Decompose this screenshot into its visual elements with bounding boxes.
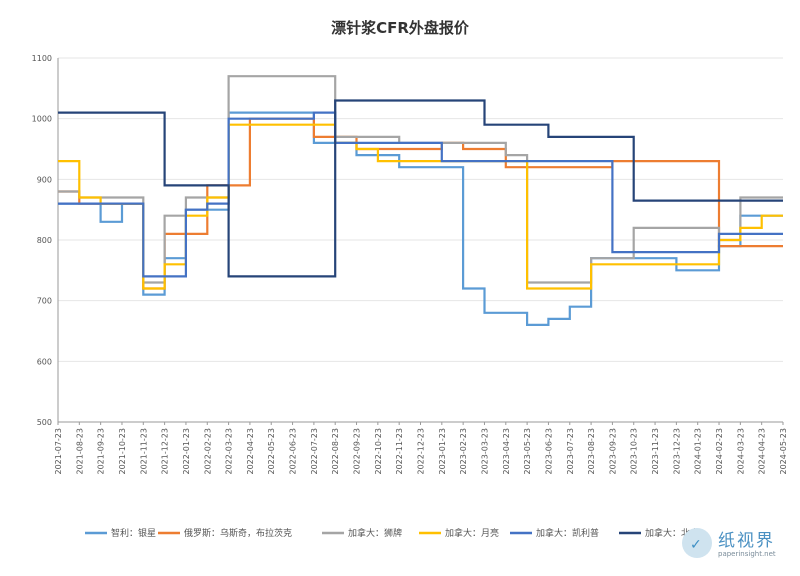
legend-label-0: 智利：银星 (111, 527, 156, 539)
chart-title: 漂针浆CFR外盘报价 (331, 19, 470, 37)
watermark-url: paperinsight.net (718, 550, 776, 558)
x-tick-label-29: 2023-12-23 (672, 428, 681, 475)
x-tick-label-25: 2023-08-23 (587, 428, 596, 475)
x-tick-label-9: 2022-04-23 (246, 428, 255, 475)
y-tick-label-5: 1000 (32, 115, 52, 124)
y-tick-label-4: 900 (37, 175, 52, 184)
legend-label-4: 加拿大：凯利普 (536, 527, 599, 539)
watermark: ✓ 纸视界 paperinsight.net (682, 524, 792, 566)
x-tick-label-11: 2022-06-23 (289, 428, 298, 475)
x-tick-label-17: 2022-12-23 (417, 428, 426, 475)
x-tick-label-31: 2024-02-23 (715, 428, 724, 475)
x-tick-label-23: 2023-06-23 (544, 428, 553, 475)
y-tick-label-6: 1100 (32, 54, 52, 63)
x-tick-label-27: 2023-10-23 (630, 428, 639, 475)
series-line-1 (58, 117, 783, 290)
x-tick-label-1: 2021-08-23 (75, 428, 84, 475)
x-tick-label-10: 2022-05-23 (267, 428, 276, 475)
x-tick-label-26: 2023-09-23 (608, 428, 617, 475)
x-tick-label-15: 2022-10-23 (374, 428, 383, 475)
x-tick-label-20: 2023-03-23 (480, 428, 489, 475)
x-tick-label-14: 2022-09-23 (353, 428, 362, 475)
x-tick-label-0: 2021-07-23 (54, 428, 63, 475)
x-tick-label-16: 2022-11-23 (395, 428, 404, 475)
series-line-4 (58, 111, 783, 278)
watermark-name: 纸视界 (718, 531, 775, 551)
legend-label-1: 俄罗斯：乌斯奇，布拉茨克 (184, 527, 292, 539)
x-axis-ticks: 2021-07-23 2021-08-23 2021-09-23 2021-10-23… (54, 422, 788, 475)
x-tick-label-24: 2023-07-23 (566, 428, 575, 475)
x-tick-label-8: 2022-03-23 (225, 428, 234, 475)
y-tick-label-2: 700 (37, 297, 52, 306)
x-tick-label-3: 2021-10-23 (118, 428, 127, 475)
x-tick-label-7: 2022-02-23 (203, 428, 212, 475)
x-tick-label-22: 2023-05-23 (523, 428, 532, 475)
x-tick-label-34: 2024-05-23 (779, 428, 788, 475)
series-lines (58, 75, 783, 326)
x-tick-label-28: 2023-11-23 (651, 428, 660, 475)
legend-label-3: 加拿大：月亮 (445, 527, 499, 539)
legend-label-2: 加拿大：狮牌 (348, 527, 402, 539)
x-tick-label-30: 2024-01-23 (694, 428, 703, 475)
x-tick-label-6: 2022-01-23 (182, 428, 191, 475)
y-tick-label-0: 500 (37, 418, 52, 427)
x-tick-label-12: 2022-07-23 (310, 428, 319, 475)
x-tick-label-5: 2021-12-23 (161, 428, 170, 475)
logo-icon: ✓ (682, 528, 712, 558)
gridlines (58, 57, 783, 362)
y-tick-label-3: 800 (37, 236, 52, 245)
x-tick-label-2: 2021-09-23 (97, 428, 106, 475)
x-tick-label-13: 2022-08-23 (331, 428, 340, 475)
x-tick-label-21: 2023-04-23 (502, 428, 511, 475)
series-line-5 (58, 99, 783, 278)
legend: 智利：银星 俄罗斯：乌斯奇，布拉茨克 加拿大：狮牌 加拿大：月亮 加拿大：凯利普 加拿大：… (85, 527, 699, 539)
series-line-3 (58, 123, 783, 290)
x-tick-label-18: 2023-01-23 (438, 428, 447, 475)
y-tick-label-1: 600 (37, 357, 52, 366)
x-tick-label-32: 2024-03-23 (736, 428, 745, 475)
x-tick-label-4: 2021-11-23 (139, 428, 148, 475)
y-axis-ticks: 500 600 700 800 900 1000 1100 (32, 54, 52, 427)
x-tick-label-33: 2024-04-23 (758, 428, 767, 475)
series-line-0 (58, 111, 783, 326)
x-tick-label-19: 2023-02-23 (459, 428, 468, 475)
